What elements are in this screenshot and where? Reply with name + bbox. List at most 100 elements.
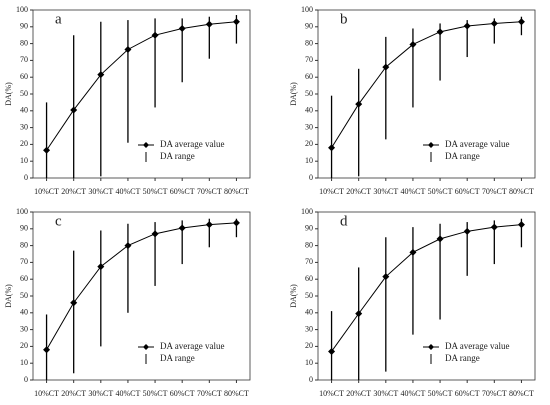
y-tick-label: 80 bbox=[305, 38, 313, 47]
y-tick-label: 80 bbox=[20, 240, 28, 249]
y-tick-label: 100 bbox=[16, 207, 28, 216]
y-tick-label: 50 bbox=[20, 291, 28, 300]
x-tick-label: 20%CT bbox=[346, 389, 371, 398]
plot-frame bbox=[317, 9, 536, 179]
average-marker bbox=[490, 223, 498, 231]
x-tick-label: 50%CT bbox=[428, 389, 453, 398]
average-marker bbox=[70, 299, 78, 307]
y-tick-label: 90 bbox=[305, 22, 313, 31]
y-tick-label: 10 bbox=[20, 358, 28, 367]
x-tick-label: 70%CT bbox=[482, 389, 507, 398]
average-marker bbox=[355, 310, 363, 318]
legend-label: DA range bbox=[445, 151, 480, 161]
legend-marker bbox=[428, 344, 434, 350]
y-tick-label: 20 bbox=[305, 139, 313, 148]
average-marker bbox=[43, 346, 51, 354]
average-line bbox=[46, 21, 237, 151]
legend-label: DA average value bbox=[445, 139, 509, 149]
y-tick-label: 0 bbox=[309, 173, 313, 182]
panel-letter: a bbox=[55, 11, 62, 27]
y-tick-label: 30 bbox=[305, 324, 313, 333]
average-marker bbox=[490, 19, 498, 27]
legend-label: DA average value bbox=[160, 139, 224, 149]
y-tick-label: 100 bbox=[16, 5, 28, 14]
average-marker bbox=[151, 31, 159, 39]
y-tick-label: 0 bbox=[309, 375, 313, 384]
x-tick-label: 80%CT bbox=[224, 389, 249, 398]
legend-label: DA average value bbox=[160, 341, 224, 351]
y-tick-label: 50 bbox=[20, 89, 28, 98]
x-tick-label: 20%CT bbox=[61, 389, 86, 398]
average-marker bbox=[232, 18, 240, 26]
y-tick-label: 40 bbox=[20, 308, 28, 317]
y-tick-label: 90 bbox=[305, 224, 313, 233]
y-tick-label: 70 bbox=[20, 55, 28, 64]
y-tick-label: 40 bbox=[305, 106, 313, 115]
legend-marker bbox=[143, 344, 149, 350]
x-tick-label: 30%CT bbox=[88, 187, 113, 196]
average-marker bbox=[232, 219, 240, 227]
x-tick-label: 50%CT bbox=[143, 187, 168, 196]
average-marker bbox=[328, 144, 336, 152]
average-marker bbox=[382, 273, 390, 281]
x-tick-label: 10%CT bbox=[319, 187, 344, 196]
average-marker bbox=[517, 221, 525, 229]
average-line bbox=[331, 21, 522, 149]
average-marker bbox=[355, 100, 363, 108]
y-tick-label: 60 bbox=[305, 274, 313, 283]
legend-label: DA average value bbox=[445, 341, 509, 351]
y-axis-label: DA(%) bbox=[289, 284, 298, 308]
average-marker bbox=[517, 18, 525, 26]
x-tick-label: 80%CT bbox=[509, 389, 534, 398]
y-tick-label: 10 bbox=[305, 156, 313, 165]
average-marker bbox=[151, 230, 159, 238]
average-marker bbox=[178, 24, 186, 32]
legend-marker bbox=[428, 142, 434, 148]
y-tick-label: 20 bbox=[20, 139, 28, 148]
y-tick-label: 0 bbox=[24, 173, 28, 182]
y-tick-label: 20 bbox=[305, 341, 313, 350]
average-marker bbox=[124, 45, 132, 53]
average-marker bbox=[97, 71, 105, 79]
x-tick-label: 20%CT bbox=[61, 187, 86, 196]
average-marker bbox=[43, 146, 51, 154]
x-tick-label: 30%CT bbox=[373, 187, 398, 196]
y-tick-label: 60 bbox=[305, 72, 313, 81]
y-tick-label: 80 bbox=[20, 38, 28, 47]
x-tick-label: 40%CT bbox=[115, 389, 140, 398]
y-tick-label: 50 bbox=[305, 291, 313, 300]
y-tick-label: 60 bbox=[20, 274, 28, 283]
y-tick-label: 10 bbox=[20, 156, 28, 165]
x-tick-label: 40%CT bbox=[400, 187, 425, 196]
x-tick-label: 10%CT bbox=[319, 389, 344, 398]
y-tick-label: 70 bbox=[305, 55, 313, 64]
average-line bbox=[46, 222, 237, 351]
average-marker bbox=[409, 248, 417, 256]
x-tick-label: 60%CT bbox=[170, 389, 195, 398]
average-marker bbox=[463, 227, 471, 235]
y-tick-label: 100 bbox=[301, 207, 313, 216]
y-tick-label: 50 bbox=[305, 89, 313, 98]
x-tick-label: 50%CT bbox=[428, 187, 453, 196]
average-marker bbox=[178, 224, 186, 232]
plot-frame bbox=[317, 211, 536, 381]
average-marker bbox=[436, 28, 444, 36]
panel-letter: d bbox=[340, 213, 348, 229]
x-tick-label: 70%CT bbox=[197, 187, 222, 196]
panel-letter: c bbox=[55, 213, 62, 229]
x-tick-label: 10%CT bbox=[34, 187, 59, 196]
y-tick-label: 70 bbox=[305, 257, 313, 266]
x-tick-label: 20%CT bbox=[346, 187, 371, 196]
x-tick-label: 60%CT bbox=[455, 187, 480, 196]
average-marker bbox=[463, 22, 471, 30]
x-tick-label: 70%CT bbox=[197, 389, 222, 398]
legend-marker bbox=[143, 142, 149, 148]
average-marker bbox=[409, 40, 417, 48]
average-marker bbox=[382, 63, 390, 71]
average-marker bbox=[97, 263, 105, 271]
y-tick-label: 0 bbox=[24, 375, 28, 384]
x-tick-label: 60%CT bbox=[455, 389, 480, 398]
y-tick-label: 90 bbox=[20, 22, 28, 31]
y-tick-label: 100 bbox=[301, 5, 313, 14]
